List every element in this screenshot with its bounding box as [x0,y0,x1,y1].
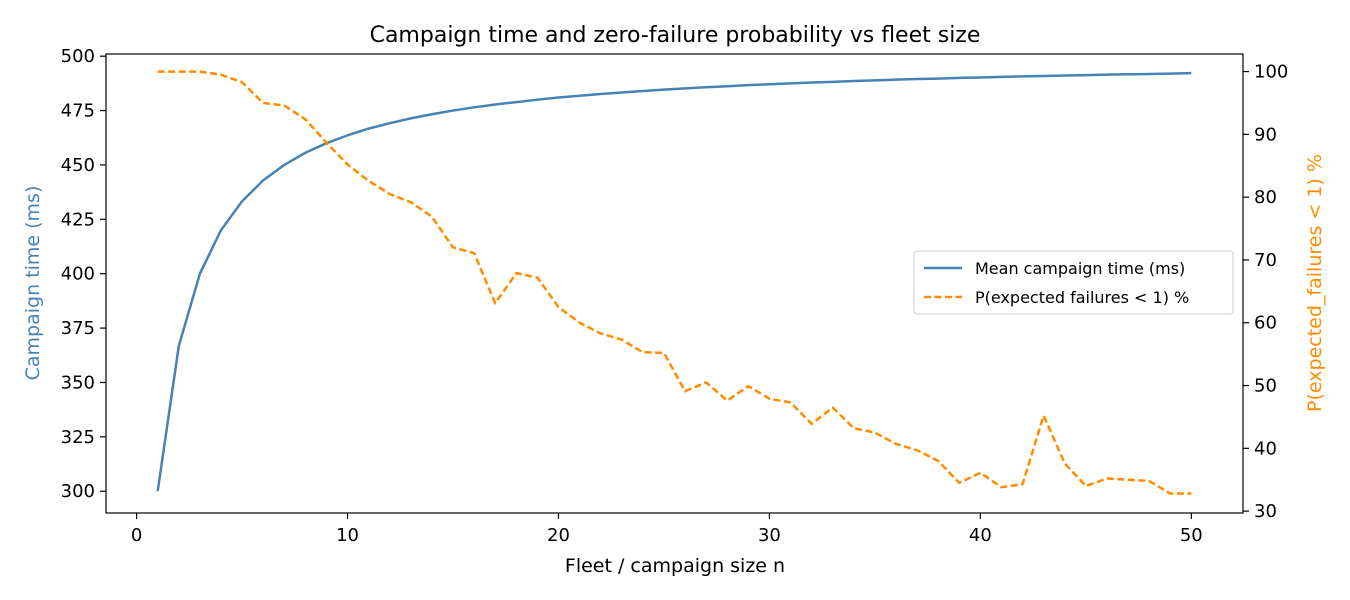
y-tick-label: 425 [61,209,95,230]
legend-label-probability: P(expected failures < 1) % [975,288,1189,307]
legend-box [913,250,1234,315]
y2-axis-label: P(expected_failures < 1) % [1304,154,1326,412]
x-tick-label: 40 [969,525,992,546]
y-tick-label: 450 [61,155,95,176]
y-tick-label: 300 [61,481,95,502]
legend: Mean campaign time (ms) P(expected failu… [913,250,1234,315]
x-tick-label: 30 [758,525,781,546]
plot-area [156,70,1192,495]
y-tick-label: 400 [61,264,95,285]
x-tick-label: 0 [131,525,142,546]
chart-title: Campaign time and zero-failure probabili… [370,23,981,48]
y2-tick-label: 90 [1254,124,1277,145]
x-tick-label: 10 [336,525,359,546]
y-axis-label: Campaign time (ms) [22,186,44,381]
x-tick-label: 20 [547,525,570,546]
x-axis: 0 10 20 30 40 50 [131,513,1203,546]
y2-tick-label: 50 [1254,376,1277,397]
x-axis-label: Fleet / campaign size n [565,555,785,577]
y2-tick-label: 40 [1254,438,1277,459]
plot-frame [105,53,1244,514]
y-axis-right: 30 40 50 60 70 80 90 100 [1243,62,1288,522]
x-tick-label: 50 [1180,525,1203,546]
y-tick-label: 325 [61,427,95,448]
y2-tick-label: 100 [1254,62,1288,83]
series-line-time [156,71,1192,492]
y-tick-label: 500 [61,46,95,67]
legend-label-time: Mean campaign time (ms) [975,259,1185,278]
y-tick-label: 375 [61,318,95,339]
y2-tick-label: 70 [1254,250,1277,271]
y2-tick-label: 60 [1254,313,1277,334]
y-tick-label: 475 [61,101,95,122]
y-axis-left: 300 325 350 375 400 425 450 475 500 [61,46,106,502]
y-tick-label: 350 [61,372,95,393]
y2-tick-label: 30 [1254,501,1277,522]
y2-tick-label: 80 [1254,187,1277,208]
